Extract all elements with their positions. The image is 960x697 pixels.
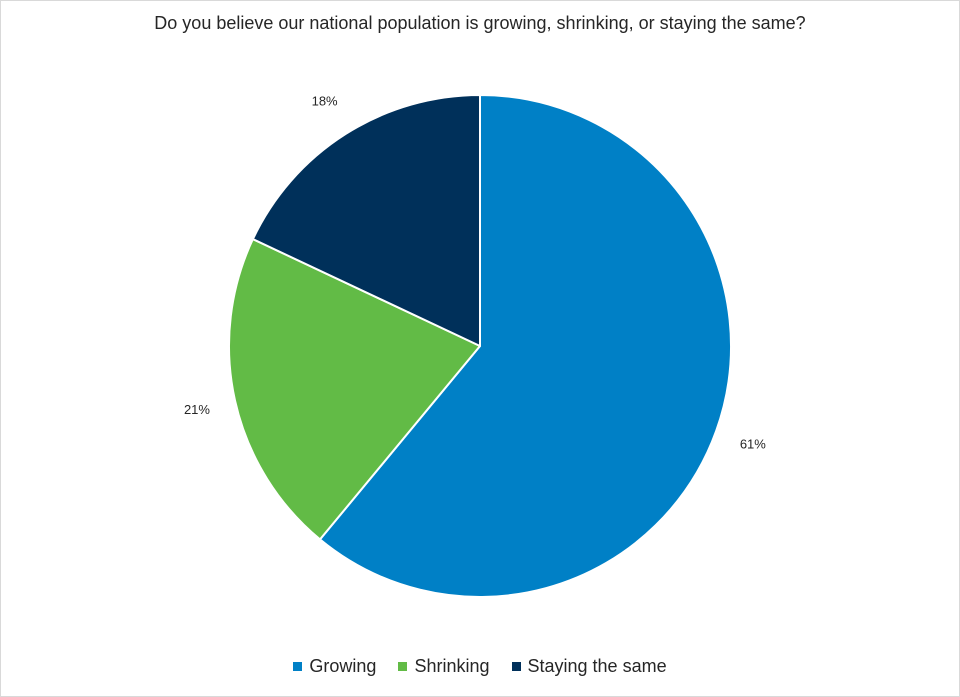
legend-item-shrinking: Shrinking	[398, 656, 490, 677]
legend-label-growing: Growing	[309, 656, 377, 676]
pie-labels: 61% 21% 18%	[184, 94, 766, 452]
legend-swatch-staying-the-same	[511, 662, 521, 671]
chart-title: Do you believe our national population i…	[154, 13, 806, 33]
data-label-growing: 61%	[740, 437, 766, 452]
legend: Growing Shrinking Staying the same	[0, 656, 960, 677]
legend-swatch-growing	[293, 662, 303, 671]
data-label-staying-the-same: 18%	[312, 94, 338, 109]
legend-label-staying-the-same: Staying the same	[527, 656, 667, 676]
legend-item-growing: Growing	[293, 656, 376, 677]
legend-swatch-shrinking	[398, 662, 408, 671]
pie-slice-shrinking	[228, 238, 481, 541]
pie-slices	[228, 94, 732, 598]
pie-slice-staying-the-same	[251, 94, 481, 347]
pie-slice-growing	[319, 94, 732, 598]
legend-item-staying-the-same: Staying the same	[511, 656, 667, 677]
legend-label-shrinking: Shrinking	[414, 656, 490, 676]
data-label-shrinking: 21%	[184, 402, 210, 417]
